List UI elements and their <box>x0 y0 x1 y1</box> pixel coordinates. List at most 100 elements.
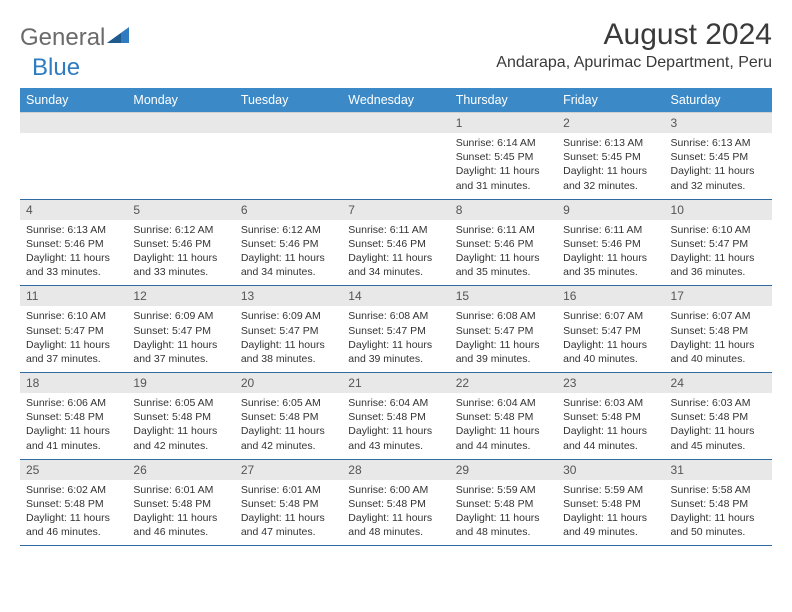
sunset-line: Sunset: 5:46 PM <box>241 237 336 251</box>
day-content-cell: Sunrise: 6:13 AMSunset: 5:45 PMDaylight:… <box>557 133 664 199</box>
sunrise-line: Sunrise: 6:13 AM <box>563 136 658 150</box>
day-number-cell: 29 <box>450 459 557 480</box>
day-number-cell: 27 <box>235 459 342 480</box>
day-number-cell: 31 <box>665 459 772 480</box>
sunset-line: Sunset: 5:45 PM <box>456 150 551 164</box>
sunset-line: Sunset: 5:47 PM <box>133 324 228 338</box>
sunrise-line: Sunrise: 6:00 AM <box>348 483 443 497</box>
location: Andarapa, Apurimac Department, Peru <box>496 54 772 72</box>
sunrise-line: Sunrise: 6:04 AM <box>456 396 551 410</box>
day-content-cell: Sunrise: 6:11 AMSunset: 5:46 PMDaylight:… <box>450 220 557 286</box>
daylight-line: Daylight: 11 hours and 40 minutes. <box>671 338 766 366</box>
day-content-cell: Sunrise: 6:00 AMSunset: 5:48 PMDaylight:… <box>342 480 449 546</box>
daylight-line: Daylight: 11 hours and 32 minutes. <box>563 164 658 192</box>
day-number-row: 25262728293031 <box>20 459 772 480</box>
daylight-line: Daylight: 11 hours and 35 minutes. <box>456 251 551 279</box>
day-content-cell <box>342 133 449 199</box>
day-content-cell: Sunrise: 6:10 AMSunset: 5:47 PMDaylight:… <box>20 306 127 372</box>
day-number-cell: 15 <box>450 286 557 307</box>
sunrise-line: Sunrise: 6:03 AM <box>563 396 658 410</box>
logo-text-general: General <box>20 24 105 52</box>
sunrise-line: Sunrise: 6:10 AM <box>26 309 121 323</box>
sunset-line: Sunset: 5:46 PM <box>456 237 551 251</box>
weekday-header: Saturday <box>665 88 772 113</box>
day-number-cell: 3 <box>665 113 772 134</box>
daylight-line: Daylight: 11 hours and 38 minutes. <box>241 338 336 366</box>
sunset-line: Sunset: 5:48 PM <box>671 497 766 511</box>
weekday-header: Tuesday <box>235 88 342 113</box>
day-number-row: 11121314151617 <box>20 286 772 307</box>
day-number-cell: 5 <box>127 199 234 220</box>
day-content-cell: Sunrise: 6:04 AMSunset: 5:48 PMDaylight:… <box>342 393 449 459</box>
day-number-cell: 1 <box>450 113 557 134</box>
daylight-line: Daylight: 11 hours and 33 minutes. <box>26 251 121 279</box>
day-content-cell: Sunrise: 5:59 AMSunset: 5:48 PMDaylight:… <box>557 480 664 546</box>
sunrise-line: Sunrise: 5:59 AM <box>563 483 658 497</box>
day-number-cell <box>20 113 127 134</box>
sunset-line: Sunset: 5:48 PM <box>456 497 551 511</box>
sunset-line: Sunset: 5:45 PM <box>671 150 766 164</box>
day-number-cell: 19 <box>127 373 234 394</box>
sunrise-line: Sunrise: 6:13 AM <box>671 136 766 150</box>
sunrise-line: Sunrise: 6:11 AM <box>456 223 551 237</box>
sunset-line: Sunset: 5:47 PM <box>348 324 443 338</box>
daylight-line: Daylight: 11 hours and 39 minutes. <box>456 338 551 366</box>
weekday-header: Wednesday <box>342 88 449 113</box>
sunset-line: Sunset: 5:48 PM <box>456 410 551 424</box>
sunrise-line: Sunrise: 6:05 AM <box>241 396 336 410</box>
daylight-line: Daylight: 11 hours and 39 minutes. <box>348 338 443 366</box>
day-content-cell: Sunrise: 6:13 AMSunset: 5:46 PMDaylight:… <box>20 220 127 286</box>
weekday-header: Sunday <box>20 88 127 113</box>
day-content-cell: Sunrise: 5:59 AMSunset: 5:48 PMDaylight:… <box>450 480 557 546</box>
sunrise-line: Sunrise: 6:11 AM <box>348 223 443 237</box>
daylight-line: Daylight: 11 hours and 35 minutes. <box>563 251 658 279</box>
day-number-cell: 20 <box>235 373 342 394</box>
day-number-cell: 4 <box>20 199 127 220</box>
day-content-cell: Sunrise: 6:01 AMSunset: 5:48 PMDaylight:… <box>127 480 234 546</box>
day-number-cell <box>342 113 449 134</box>
logo-triangle-icon <box>107 24 129 52</box>
day-content-cell: Sunrise: 6:08 AMSunset: 5:47 PMDaylight:… <box>342 306 449 372</box>
sunrise-line: Sunrise: 6:08 AM <box>456 309 551 323</box>
daylight-line: Daylight: 11 hours and 46 minutes. <box>133 511 228 539</box>
day-content-cell: Sunrise: 6:14 AMSunset: 5:45 PMDaylight:… <box>450 133 557 199</box>
sunrise-line: Sunrise: 6:10 AM <box>671 223 766 237</box>
sunset-line: Sunset: 5:48 PM <box>241 410 336 424</box>
daylight-line: Daylight: 11 hours and 36 minutes. <box>671 251 766 279</box>
day-number-cell: 17 <box>665 286 772 307</box>
sunset-line: Sunset: 5:46 PM <box>348 237 443 251</box>
day-content-cell: Sunrise: 6:03 AMSunset: 5:48 PMDaylight:… <box>557 393 664 459</box>
daylight-line: Daylight: 11 hours and 32 minutes. <box>671 164 766 192</box>
sunrise-line: Sunrise: 6:09 AM <box>241 309 336 323</box>
daylight-line: Daylight: 11 hours and 34 minutes. <box>348 251 443 279</box>
sunset-line: Sunset: 5:48 PM <box>671 410 766 424</box>
sunrise-line: Sunrise: 6:06 AM <box>26 396 121 410</box>
sunrise-line: Sunrise: 6:03 AM <box>671 396 766 410</box>
day-number-cell: 7 <box>342 199 449 220</box>
sunset-line: Sunset: 5:48 PM <box>133 497 228 511</box>
day-content-cell: Sunrise: 6:12 AMSunset: 5:46 PMDaylight:… <box>127 220 234 286</box>
sunrise-line: Sunrise: 6:02 AM <box>26 483 121 497</box>
sunset-line: Sunset: 5:47 PM <box>563 324 658 338</box>
sunrise-line: Sunrise: 6:14 AM <box>456 136 551 150</box>
daylight-line: Daylight: 11 hours and 46 minutes. <box>26 511 121 539</box>
day-number-cell <box>127 113 234 134</box>
sunset-line: Sunset: 5:47 PM <box>26 324 121 338</box>
daylight-line: Daylight: 11 hours and 37 minutes. <box>26 338 121 366</box>
daylight-line: Daylight: 11 hours and 37 minutes. <box>133 338 228 366</box>
day-content-cell: Sunrise: 6:08 AMSunset: 5:47 PMDaylight:… <box>450 306 557 372</box>
day-number-row: 45678910 <box>20 199 772 220</box>
day-number-cell: 8 <box>450 199 557 220</box>
day-content-cell: Sunrise: 6:01 AMSunset: 5:48 PMDaylight:… <box>235 480 342 546</box>
day-number-cell: 21 <box>342 373 449 394</box>
day-content-cell: Sunrise: 6:05 AMSunset: 5:48 PMDaylight:… <box>127 393 234 459</box>
daylight-line: Daylight: 11 hours and 42 minutes. <box>133 424 228 452</box>
sunset-line: Sunset: 5:48 PM <box>671 324 766 338</box>
daylight-line: Daylight: 11 hours and 49 minutes. <box>563 511 658 539</box>
sunrise-line: Sunrise: 5:59 AM <box>456 483 551 497</box>
day-content-cell: Sunrise: 6:06 AMSunset: 5:48 PMDaylight:… <box>20 393 127 459</box>
sunset-line: Sunset: 5:46 PM <box>26 237 121 251</box>
month-title: August 2024 <box>496 18 772 52</box>
day-content-cell: Sunrise: 6:07 AMSunset: 5:48 PMDaylight:… <box>665 306 772 372</box>
day-number-cell: 9 <box>557 199 664 220</box>
